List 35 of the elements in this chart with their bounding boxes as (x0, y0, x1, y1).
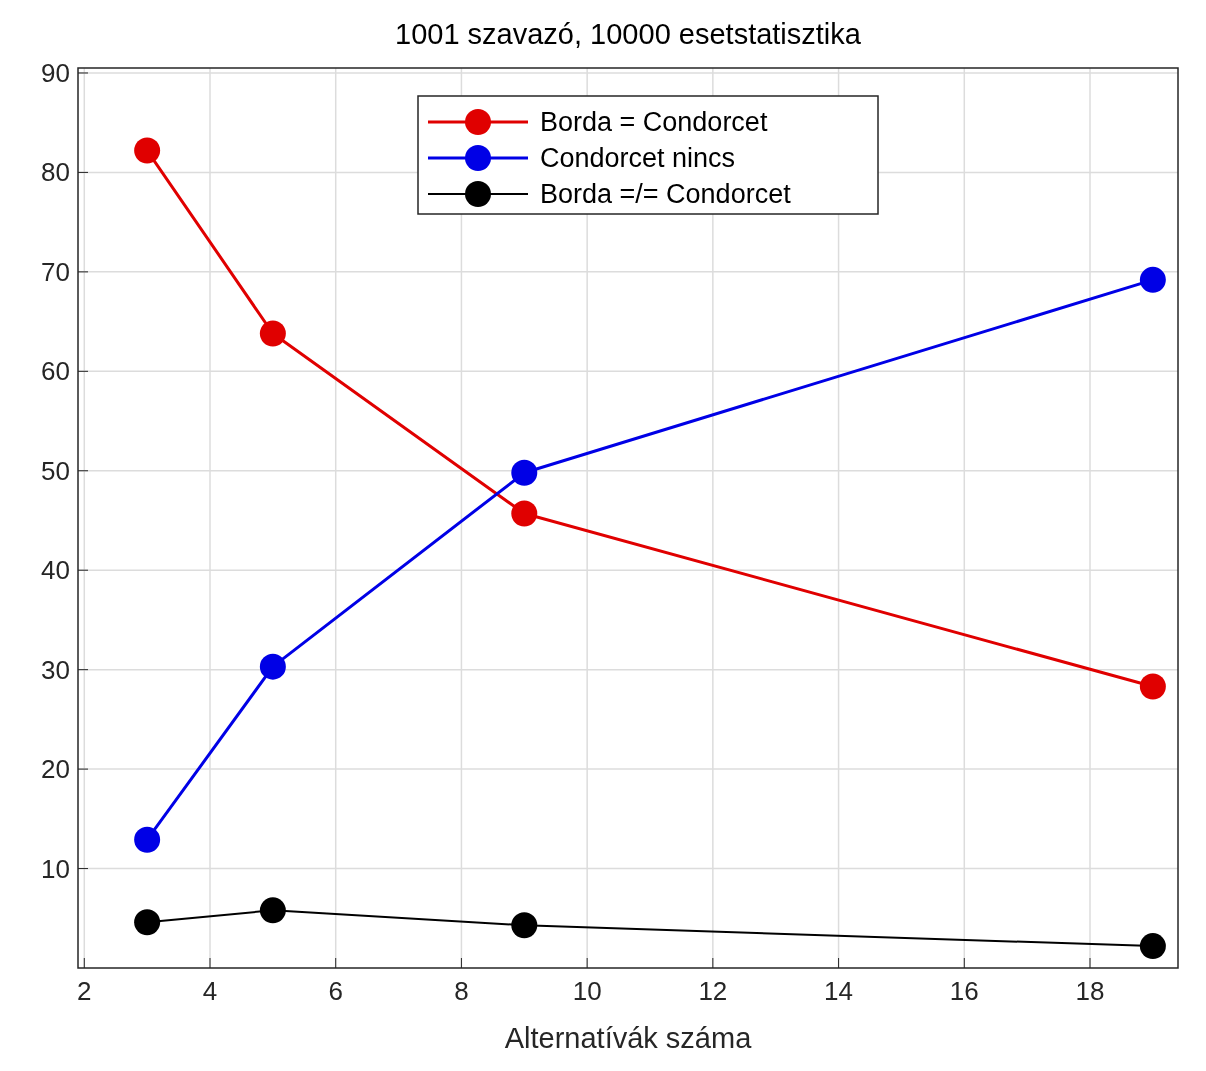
point (134, 826, 161, 853)
chart-title: 1001 szavazó, 10000 esetstatisztika (395, 18, 862, 50)
x-tick-label: 8 (454, 976, 469, 1006)
x-tick-label: 4 (202, 976, 218, 1006)
point (1139, 266, 1166, 293)
x-tick-label: 6 (328, 976, 343, 1006)
y-tick-label: 30 (41, 654, 70, 685)
y-tick-label: 50 (41, 455, 70, 486)
legend-label: Borda =/= Condorcet (540, 179, 792, 209)
x-tick-label: 10 (572, 976, 602, 1006)
legend-label: Condorcet nincs (540, 143, 736, 173)
point (134, 909, 161, 936)
y-tick-label: 80 (41, 157, 70, 188)
y-tick-label: 70 (41, 256, 70, 287)
x-tick-label: 14 (824, 976, 854, 1006)
y-tick-label: 20 (41, 754, 70, 785)
point (259, 320, 286, 347)
x-tick-label: 2 (77, 976, 92, 1006)
y-tick-label: 40 (41, 555, 70, 586)
y-tick-label: 60 (41, 356, 70, 387)
point (1139, 673, 1166, 700)
point (511, 912, 538, 939)
point (511, 500, 538, 527)
point (1139, 933, 1166, 960)
legend-label: Borda = Condorcet (540, 107, 768, 137)
x-axis-title: Alternatívák száma (504, 1022, 753, 1054)
y-tick-label: 90 (41, 57, 70, 88)
point (134, 137, 161, 164)
point (259, 897, 286, 924)
x-tick-label: 12 (698, 976, 728, 1006)
y-tick-label: 10 (41, 853, 70, 884)
point (259, 653, 286, 680)
x-tick-label: 18 (1075, 976, 1105, 1006)
point (511, 459, 538, 486)
x-tick-label: 16 (949, 976, 979, 1006)
